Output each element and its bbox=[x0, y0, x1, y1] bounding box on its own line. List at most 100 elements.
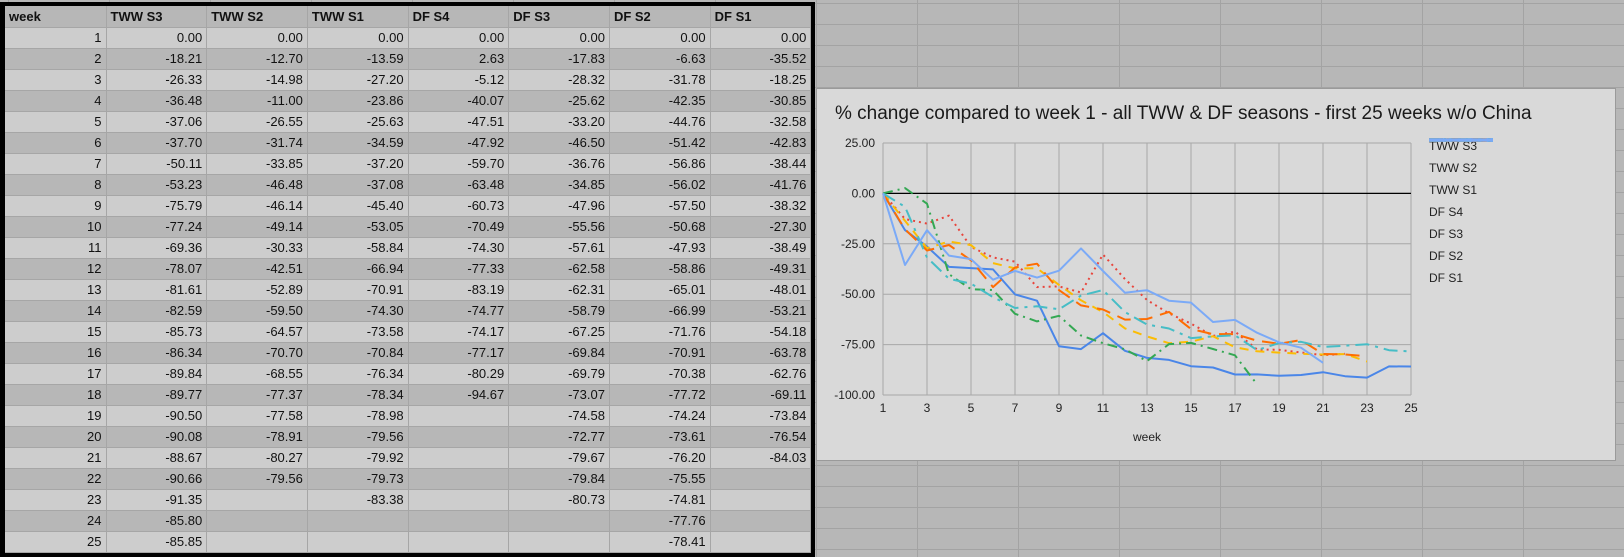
cell-tww-s2[interactable]: -78.91 bbox=[206, 426, 308, 448]
cell-week[interactable]: 13 bbox=[5, 279, 107, 301]
cell-df-s3[interactable]: -25.62 bbox=[508, 90, 610, 112]
cell-tww-s3[interactable]: -78.07 bbox=[106, 258, 208, 280]
cell-df-s2[interactable]: -77.76 bbox=[609, 510, 711, 532]
header-cell-df-s4[interactable]: DF S4 bbox=[408, 6, 510, 28]
cell-df-s1[interactable]: -27.30 bbox=[710, 216, 812, 238]
cell-df-s1[interactable] bbox=[710, 489, 812, 511]
cell-week[interactable]: 23 bbox=[5, 489, 107, 511]
cell-df-s4[interactable]: -77.33 bbox=[408, 258, 510, 280]
cell-df-s1[interactable]: -53.21 bbox=[710, 300, 812, 322]
cell-tww-s3[interactable]: -53.23 bbox=[106, 174, 208, 196]
cell-week[interactable]: 6 bbox=[5, 132, 107, 154]
cell-df-s4[interactable]: -77.17 bbox=[408, 342, 510, 364]
cell-df-s3[interactable]: -79.84 bbox=[508, 468, 610, 490]
cell-tww-s1[interactable]: -34.59 bbox=[307, 132, 409, 154]
cell-tww-s2[interactable]: -52.89 bbox=[206, 279, 308, 301]
cell-df-s2[interactable]: -56.02 bbox=[609, 174, 711, 196]
cell-df-s3[interactable]: -57.61 bbox=[508, 237, 610, 259]
cell-tww-s3[interactable]: -82.59 bbox=[106, 300, 208, 322]
cell-tww-s2[interactable]: -77.37 bbox=[206, 384, 308, 406]
cell-week[interactable]: 22 bbox=[5, 468, 107, 490]
cell-df-s2[interactable]: -78.41 bbox=[609, 531, 711, 553]
cell-df-s3[interactable]: -34.85 bbox=[508, 174, 610, 196]
cell-df-s3[interactable]: -69.84 bbox=[508, 342, 610, 364]
cell-df-s2[interactable]: -77.72 bbox=[609, 384, 711, 406]
cell-tww-s3[interactable]: -89.77 bbox=[106, 384, 208, 406]
cell-df-s3[interactable]: -58.79 bbox=[508, 300, 610, 322]
cell-tww-s3[interactable]: -86.34 bbox=[106, 342, 208, 364]
cell-tww-s3[interactable]: -88.67 bbox=[106, 447, 208, 469]
cell-tww-s2[interactable]: -46.48 bbox=[206, 174, 308, 196]
cell-df-s3[interactable]: -72.77 bbox=[508, 426, 610, 448]
cell-tww-s2[interactable]: -30.33 bbox=[206, 237, 308, 259]
cell-tww-s3[interactable]: -85.85 bbox=[106, 531, 208, 553]
cell-tww-s2[interactable]: -68.55 bbox=[206, 363, 308, 385]
cell-df-s2[interactable]: -58.86 bbox=[609, 258, 711, 280]
cell-df-s2[interactable]: -31.78 bbox=[609, 69, 711, 91]
cell-df-s2[interactable]: -73.61 bbox=[609, 426, 711, 448]
cell-df-s4[interactable]: -74.77 bbox=[408, 300, 510, 322]
cell-df-s3[interactable]: -28.32 bbox=[508, 69, 610, 91]
cell-week[interactable]: 19 bbox=[5, 405, 107, 427]
cell-tww-s2[interactable] bbox=[206, 489, 308, 511]
cell-week[interactable]: 18 bbox=[5, 384, 107, 406]
cell-df-s4[interactable]: -47.92 bbox=[408, 132, 510, 154]
cell-tww-s3[interactable]: 0.00 bbox=[106, 27, 208, 49]
cell-df-s4[interactable]: 2.63 bbox=[408, 48, 510, 70]
cell-df-s3[interactable]: -36.76 bbox=[508, 153, 610, 175]
cell-df-s3[interactable]: -73.07 bbox=[508, 384, 610, 406]
cell-tww-s2[interactable]: -46.14 bbox=[206, 195, 308, 217]
cell-df-s2[interactable]: -70.91 bbox=[609, 342, 711, 364]
cell-tww-s2[interactable]: -33.85 bbox=[206, 153, 308, 175]
cell-df-s4[interactable]: -94.67 bbox=[408, 384, 510, 406]
header-cell-tww-s2[interactable]: TWW S2 bbox=[206, 6, 308, 28]
cell-df-s1[interactable]: -49.31 bbox=[710, 258, 812, 280]
header-cell-tww-s3[interactable]: TWW S3 bbox=[106, 6, 208, 28]
cell-df-s4[interactable] bbox=[408, 489, 510, 511]
cell-week[interactable]: 8 bbox=[5, 174, 107, 196]
cell-week[interactable]: 1 bbox=[5, 27, 107, 49]
cell-tww-s3[interactable]: -26.33 bbox=[106, 69, 208, 91]
cell-df-s4[interactable] bbox=[408, 531, 510, 553]
cell-tww-s1[interactable]: -37.20 bbox=[307, 153, 409, 175]
cell-df-s4[interactable]: -40.07 bbox=[408, 90, 510, 112]
cell-df-s2[interactable]: -42.35 bbox=[609, 90, 711, 112]
header-cell-week[interactable]: week bbox=[5, 6, 107, 28]
cell-tww-s1[interactable]: -25.63 bbox=[307, 111, 409, 133]
cell-df-s1[interactable]: -38.32 bbox=[710, 195, 812, 217]
cell-tww-s1[interactable]: -37.08 bbox=[307, 174, 409, 196]
cell-tww-s1[interactable]: -79.73 bbox=[307, 468, 409, 490]
cell-df-s2[interactable]: -75.55 bbox=[609, 468, 711, 490]
cell-tww-s1[interactable]: -74.30 bbox=[307, 300, 409, 322]
cell-df-s2[interactable]: -74.81 bbox=[609, 489, 711, 511]
cell-tww-s2[interactable]: -49.14 bbox=[206, 216, 308, 238]
cell-tww-s2[interactable]: -14.98 bbox=[206, 69, 308, 91]
cell-df-s3[interactable] bbox=[508, 531, 610, 553]
cell-df-s4[interactable] bbox=[408, 510, 510, 532]
cell-df-s2[interactable]: -6.63 bbox=[609, 48, 711, 70]
cell-tww-s1[interactable]: -70.84 bbox=[307, 342, 409, 364]
cell-week[interactable]: 9 bbox=[5, 195, 107, 217]
cell-df-s4[interactable]: -83.19 bbox=[408, 279, 510, 301]
cell-df-s3[interactable]: 0.00 bbox=[508, 27, 610, 49]
cell-df-s3[interactable]: -79.67 bbox=[508, 447, 610, 469]
cell-df-s4[interactable]: -5.12 bbox=[408, 69, 510, 91]
cell-tww-s3[interactable]: -36.48 bbox=[106, 90, 208, 112]
cell-week[interactable]: 15 bbox=[5, 321, 107, 343]
cell-df-s2[interactable]: -51.42 bbox=[609, 132, 711, 154]
cell-tww-s2[interactable]: -11.00 bbox=[206, 90, 308, 112]
cell-week[interactable]: 24 bbox=[5, 510, 107, 532]
cell-df-s3[interactable]: -69.79 bbox=[508, 363, 610, 385]
cell-tww-s1[interactable]: -76.34 bbox=[307, 363, 409, 385]
cell-tww-s2[interactable]: -80.27 bbox=[206, 447, 308, 469]
cell-tww-s1[interactable]: -79.92 bbox=[307, 447, 409, 469]
cell-df-s1[interactable] bbox=[710, 531, 812, 553]
cell-df-s1[interactable]: -69.11 bbox=[710, 384, 812, 406]
cell-tww-s2[interactable]: -26.55 bbox=[206, 111, 308, 133]
cell-df-s1[interactable]: -32.58 bbox=[710, 111, 812, 133]
legend-item[interactable]: TWW S1 bbox=[1429, 138, 1493, 201]
cell-df-s1[interactable]: -38.49 bbox=[710, 237, 812, 259]
cell-tww-s1[interactable]: -23.86 bbox=[307, 90, 409, 112]
cell-df-s2[interactable]: -71.76 bbox=[609, 321, 711, 343]
cell-df-s4[interactable]: -74.30 bbox=[408, 237, 510, 259]
